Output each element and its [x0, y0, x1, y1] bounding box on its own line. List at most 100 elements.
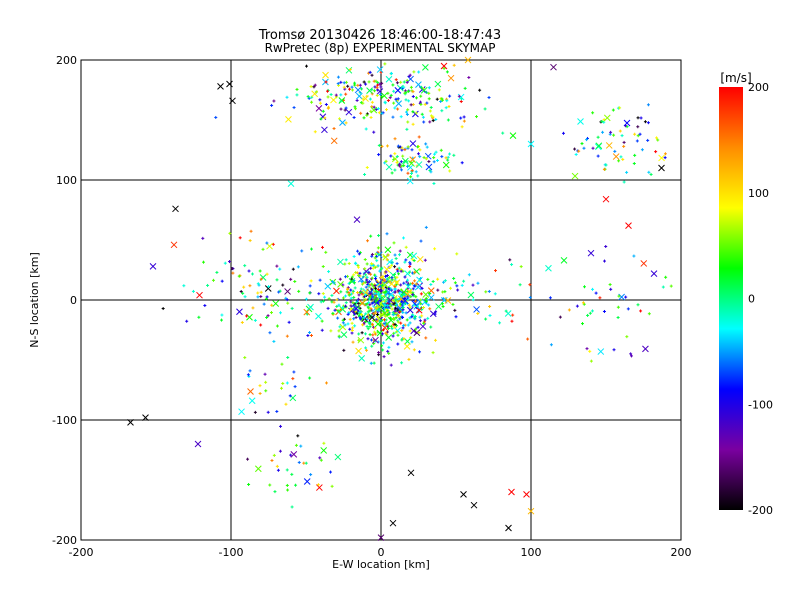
data-point: [385, 330, 389, 334]
data-point: [248, 397, 256, 405]
data-point: [432, 156, 436, 160]
data-point: [407, 99, 411, 103]
data-point: [353, 261, 357, 265]
data-point: [451, 302, 455, 306]
data-point: [365, 262, 369, 266]
data-point: [246, 457, 250, 461]
data-point: [369, 115, 373, 119]
data-point: [365, 275, 369, 279]
data-point: [359, 111, 363, 115]
data-point: [364, 346, 368, 350]
data-point: [355, 98, 359, 102]
data-point: [598, 296, 602, 300]
data-point: [462, 115, 466, 119]
data-point: [664, 275, 668, 279]
data-point: [580, 322, 584, 326]
data-point: [381, 341, 385, 345]
y-tick-label: 200: [56, 54, 77, 67]
data-point: [326, 306, 330, 310]
data-point: [383, 161, 387, 165]
data-point: [385, 274, 389, 278]
data-point: [440, 62, 448, 70]
data-point: [518, 283, 522, 287]
data-point: [418, 315, 422, 319]
data-point: [389, 324, 393, 328]
data-point: [356, 249, 360, 253]
data-point: [352, 273, 356, 277]
data-point: [394, 87, 402, 94]
data-point: [362, 80, 366, 84]
data-point: [467, 291, 475, 299]
data-point: [206, 283, 210, 287]
data-point: [633, 132, 637, 136]
data-point: [393, 306, 397, 310]
data-point: [415, 96, 419, 100]
data-point: [663, 156, 667, 160]
data-point: [361, 101, 365, 105]
data-point: [435, 97, 439, 101]
data-point: [248, 239, 252, 243]
data-point: [419, 239, 423, 243]
data-point: [345, 66, 353, 74]
data-point: [612, 348, 616, 352]
data-point: [384, 274, 388, 278]
data-point: [412, 348, 416, 352]
data-point: [324, 282, 332, 290]
data-point: [575, 304, 579, 308]
data-point: [498, 321, 502, 325]
y-tick-label: 0: [70, 294, 77, 307]
data-point: [378, 269, 382, 273]
data-point: [571, 172, 579, 180]
data-point: [471, 283, 475, 287]
data-point: [387, 300, 391, 304]
data-point: [371, 333, 375, 337]
data-point: [409, 336, 413, 340]
data-point: [354, 86, 362, 94]
data-point: [338, 97, 346, 104]
chart-title: Tromsø 20130426 18:46:00-18:47:43: [258, 28, 501, 43]
data-point: [632, 162, 636, 166]
data-point: [446, 155, 450, 159]
data-point: [272, 339, 276, 343]
data-point: [452, 276, 456, 280]
data-point: [366, 327, 370, 331]
data-point: [356, 83, 360, 87]
data-point: [408, 160, 415, 167]
data-point: [391, 115, 395, 119]
data-point: [365, 324, 369, 328]
data-point: [454, 315, 458, 319]
data-point: [352, 116, 356, 120]
data-point: [511, 313, 515, 317]
data-point: [362, 116, 366, 120]
data-point: [355, 92, 363, 100]
data-point: [306, 334, 310, 338]
data-point: [352, 255, 356, 259]
data-point: [548, 296, 552, 300]
data-point: [658, 154, 665, 162]
data-point: [402, 236, 406, 240]
data-point: [258, 391, 262, 395]
data-point: [278, 449, 282, 453]
data-point: [418, 319, 422, 323]
data-point: [591, 287, 595, 291]
data-point: [348, 68, 352, 72]
data-point: [596, 154, 600, 158]
data-point: [309, 247, 313, 251]
data-point: [393, 265, 397, 269]
data-point: [431, 351, 435, 355]
data-point: [275, 264, 279, 268]
data-point: [396, 333, 400, 337]
data-point: [392, 299, 396, 303]
data-point: [445, 70, 449, 74]
data-point: [406, 145, 410, 149]
data-point: [294, 483, 298, 487]
data-point: [383, 291, 387, 295]
data-point: [442, 161, 450, 169]
data-point: [240, 320, 244, 324]
data-point: [406, 306, 414, 314]
data-point: [238, 236, 242, 240]
data-point: [372, 361, 376, 365]
data-point: [266, 314, 270, 318]
data-point: [358, 291, 362, 295]
data-point: [504, 309, 508, 313]
